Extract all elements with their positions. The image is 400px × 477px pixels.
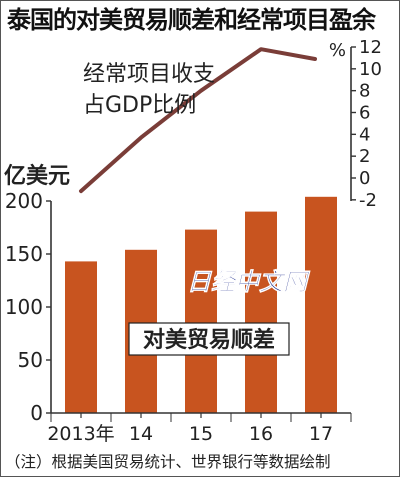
x-tick-label: 17	[309, 423, 333, 445]
left-tick-label: 150	[5, 242, 43, 266]
bar-series-label: 对美贸易顺差	[143, 327, 275, 353]
line-series-label: 占GDP比例	[83, 93, 196, 118]
x-tick-label: 15	[189, 423, 213, 445]
left-tick-label: 50	[18, 348, 43, 372]
watermark-logo: 日经中文网	[187, 268, 311, 296]
left-tick-label: 200	[5, 189, 43, 213]
bar-4	[305, 196, 337, 413]
bars-layer	[65, 196, 337, 413]
line-layer	[79, 47, 317, 194]
line-series-label: 经常项目收支	[83, 62, 215, 87]
right-tick-label: 10	[359, 59, 382, 80]
right-tick-label: 6	[359, 103, 370, 124]
right-unit-label: %	[329, 40, 346, 61]
right-tick-label: -2	[359, 190, 377, 211]
x-tick-label: 14	[129, 423, 153, 445]
right-tick-label: 8	[359, 81, 370, 102]
right-tick-label: 4	[359, 124, 370, 145]
left-unit-label: 亿美元	[4, 163, 70, 189]
right-tick-label: 0	[359, 168, 370, 189]
right-tick-label: 12	[359, 37, 382, 58]
left-tick-label: 0	[30, 401, 43, 425]
x-tick-label: 2013年	[47, 423, 114, 445]
right-tick-label: 2	[359, 146, 370, 167]
chart-title: 泰国的对美贸易顺差和经常项目盈余	[7, 6, 376, 34]
bar-2	[185, 229, 217, 413]
left-tick-label: 100	[5, 295, 43, 319]
x-tick-label: 16	[249, 423, 273, 445]
bar-series-label-box	[128, 322, 290, 356]
bar-0	[65, 261, 97, 413]
source-note: （注）根据美国贸易统计、世界银行等数据绘制	[5, 453, 331, 471]
axes-layer	[46, 46, 356, 422]
bar-3	[245, 211, 277, 413]
